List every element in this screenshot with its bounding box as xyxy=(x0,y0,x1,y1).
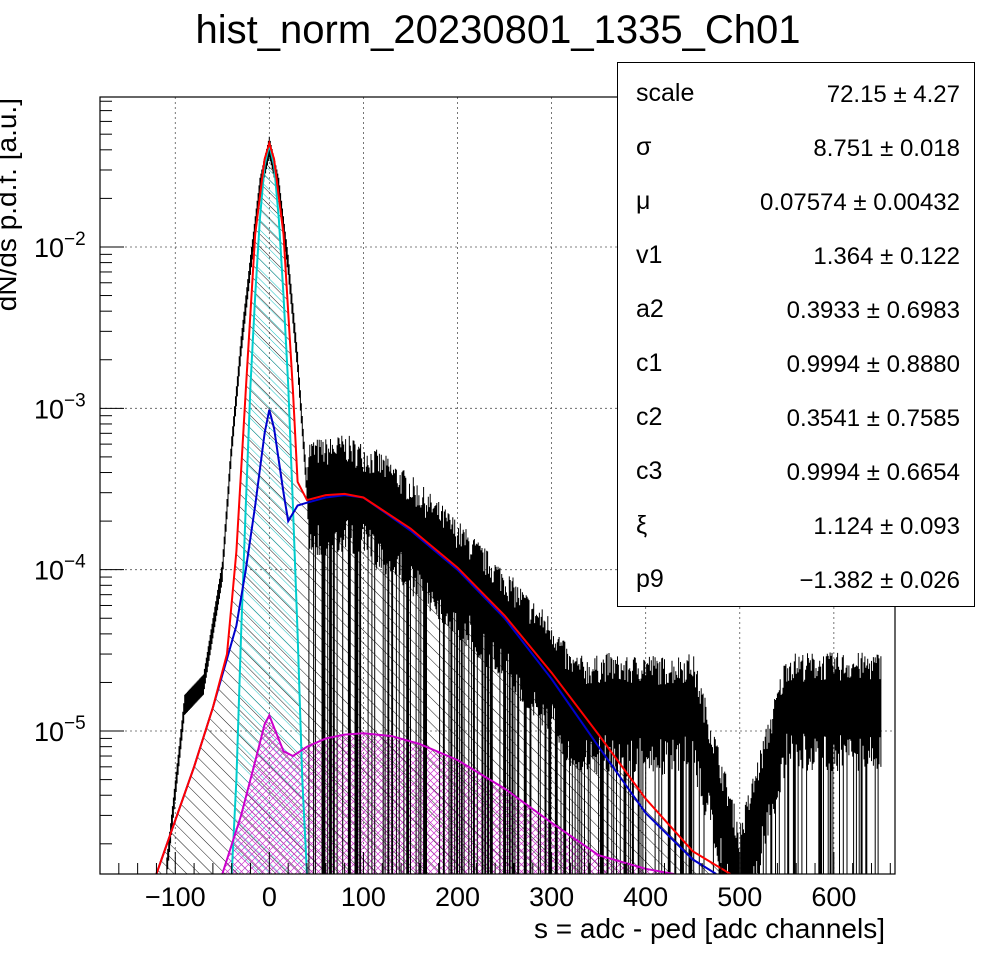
stat-name: c3 xyxy=(636,457,663,485)
x-tick-label: 600 xyxy=(811,882,856,912)
stat-name: ξ xyxy=(636,511,648,539)
stat-value: 1.364 ± 0.122 xyxy=(813,243,960,270)
y-axis-label: dN/ds p.d.f. [a.u.] xyxy=(0,98,22,311)
stat-value: 0.07574 ± 0.00432 xyxy=(759,189,960,216)
y-tick-label: 10−2 xyxy=(34,229,86,263)
stat-name: c2 xyxy=(636,403,663,431)
x-tick-label: 500 xyxy=(717,882,762,912)
pedestal-hatch xyxy=(231,144,307,874)
stat-name: μ xyxy=(636,187,651,215)
chart-title: hist_norm_20230801_1335_Ch01 xyxy=(195,8,801,52)
stat-row: c1 0.9994 ± 0.8880 xyxy=(618,337,976,391)
y-tick-label: 10−5 xyxy=(34,713,86,747)
stat-name: a2 xyxy=(636,295,664,323)
x-tick-label: 0 xyxy=(262,882,277,912)
data-histogram xyxy=(166,136,882,874)
stat-row: p9 −1.382 ± 0.026 xyxy=(618,553,976,607)
stat-name: c1 xyxy=(636,349,663,377)
stat-value: 8.751 ± 0.018 xyxy=(813,135,960,162)
x-tick-label: 400 xyxy=(623,882,668,912)
x-tick-label: 300 xyxy=(529,882,574,912)
background-component-curve xyxy=(155,409,717,874)
stat-row: v1 1.364 ± 0.122 xyxy=(618,229,976,283)
stat-row: μ 0.07574 ± 0.00432 xyxy=(618,175,976,229)
stat-value: −1.382 ± 0.026 xyxy=(799,567,960,594)
stat-value: 1.124 ± 0.093 xyxy=(813,513,960,540)
series-lines xyxy=(155,136,882,874)
fit-stats-box: scale 72.15 ± 4.27 σ 8.751 ± 0.018 μ 0.07574 … xyxy=(617,62,975,607)
stat-row: scale 72.15 ± 4.27 xyxy=(618,67,976,121)
stat-row: ξ 1.124 ± 0.093 xyxy=(618,499,976,553)
stat-value: 72.15 ± 4.27 xyxy=(826,81,960,108)
stat-name: v1 xyxy=(636,241,663,269)
stat-value: 0.3541 ± 0.7585 xyxy=(786,405,960,432)
stat-row: σ 8.751 ± 0.018 xyxy=(618,121,976,175)
stat-name: σ xyxy=(636,133,652,161)
y-tick-label: 10−4 xyxy=(34,552,86,586)
x-tick-label: 100 xyxy=(341,882,386,912)
x-axis-label: s = adc - ped [adc channels] xyxy=(534,913,885,944)
stat-row: a2 0.3933 ± 0.6983 xyxy=(618,283,976,337)
stat-value: 0.9994 ± 0.6654 xyxy=(786,459,960,486)
stat-name: scale xyxy=(636,79,695,107)
stat-value: 0.9994 ± 0.8880 xyxy=(786,351,960,378)
x-tick-label: 200 xyxy=(435,882,480,912)
axis-ticks xyxy=(99,100,891,874)
y-tick-label: 10−3 xyxy=(34,390,86,424)
stat-name: p9 xyxy=(636,565,664,593)
stat-row: c2 0.3541 ± 0.7585 xyxy=(618,391,976,445)
stat-value: 0.3933 ± 0.6983 xyxy=(786,297,960,324)
tick-labels: −100 0 100 200 300 400 500 600 10−2 10−3 10−4 10−5 xyxy=(34,229,856,912)
stat-row: c3 0.9994 ± 0.6654 xyxy=(618,445,976,499)
total-fit-curve xyxy=(155,139,731,874)
x-tick-label: −100 xyxy=(145,882,206,912)
second-component-curve xyxy=(221,712,675,874)
